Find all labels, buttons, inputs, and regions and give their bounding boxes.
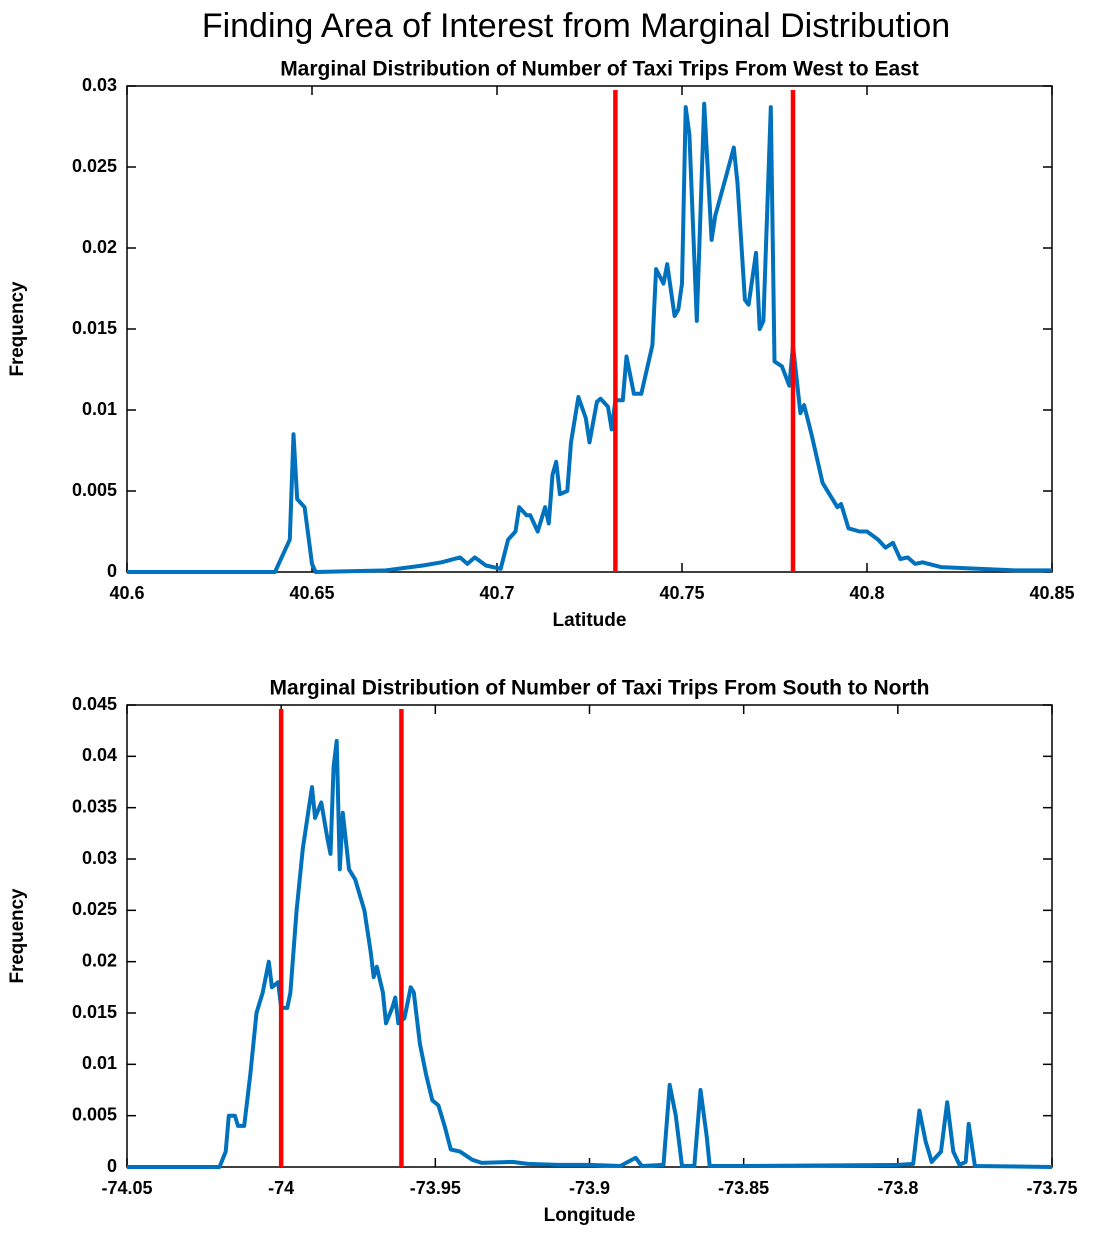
x-tick-label: -73.9	[569, 1178, 610, 1198]
y-tick-label: 0.025	[72, 899, 117, 919]
x-tick-label: -73.75	[1026, 1178, 1077, 1198]
x-tick-label: -74	[268, 1178, 294, 1198]
plot-title: Marginal Distribution of Number of Taxi …	[270, 677, 930, 700]
y-tick-label: 0.02	[82, 237, 117, 257]
y-tick-label: 0	[107, 1156, 117, 1176]
x-tick-label: -73.8	[877, 1178, 918, 1198]
y-tick-label: 0.005	[72, 1104, 117, 1124]
y-tick-label: 0.04	[82, 745, 117, 765]
x-axis-label: Latitude	[553, 610, 627, 631]
x-tick-label: 40.6	[109, 583, 144, 603]
figure-title: Finding Area of Interest from Marginal D…	[202, 7, 950, 45]
y-axis-label: Frequency	[7, 888, 28, 983]
y-tick-label: 0.02	[82, 950, 117, 970]
x-tick-label: 40.75	[659, 583, 704, 603]
x-tick-label: -73.95	[410, 1178, 461, 1198]
y-tick-label: 0.03	[82, 848, 117, 868]
y-axis-label: Frequency	[7, 281, 28, 376]
y-tick-label: 0.005	[72, 480, 117, 500]
plot-area	[126, 85, 1053, 573]
plot-area	[126, 704, 1053, 1168]
y-tick-label: 0.045	[72, 694, 117, 714]
y-tick-label: 0.025	[72, 156, 117, 176]
y-tick-label: 0.035	[72, 796, 117, 816]
data-line	[127, 101, 1052, 574]
x-axis-label: Longitude	[544, 1205, 636, 1226]
y-tick-label: 0.01	[82, 1053, 117, 1073]
y-tick-label: 0.03	[82, 75, 117, 95]
x-tick-label: 40.7	[479, 583, 514, 603]
y-tick-label: 0.015	[72, 318, 117, 338]
x-tick-label: 40.85	[1029, 583, 1074, 603]
x-tick-label: 40.65	[289, 583, 334, 603]
y-tick-label: 0.015	[72, 1002, 117, 1022]
y-tick-label: 0	[107, 561, 117, 581]
x-tick-label: 40.8	[849, 583, 884, 603]
plot-title: Marginal Distribution of Number of Taxi …	[280, 58, 919, 81]
x-tick-label: -74.05	[101, 1178, 152, 1198]
x-tick-label: -73.85	[718, 1178, 769, 1198]
y-tick-label: 0.01	[82, 399, 117, 419]
